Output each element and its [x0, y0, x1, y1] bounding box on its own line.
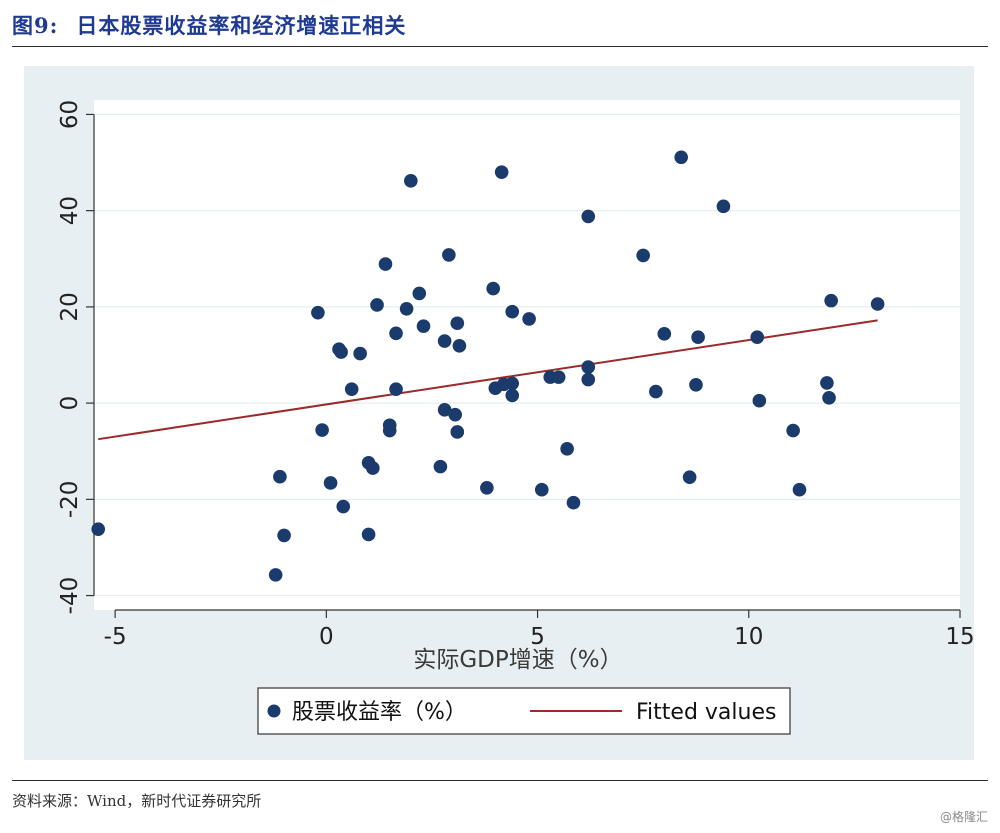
scatter-point	[336, 499, 351, 514]
scatter-point	[649, 384, 663, 399]
legend-marker-scatter	[267, 704, 281, 718]
scatter-point	[505, 388, 520, 403]
scatter-point	[450, 425, 465, 439]
x-axis-title: 实际GDP增速（%）	[413, 647, 622, 673]
scatter-point	[412, 286, 427, 301]
scatter-point	[636, 248, 650, 263]
figure-label: 图9:	[12, 13, 59, 38]
figure-title-text: 日本股票收益率和经济增速正相关	[76, 13, 407, 38]
scatter-point	[311, 305, 325, 320]
x-tick-label: 0	[319, 624, 334, 650]
scatter-point	[752, 393, 767, 408]
scatter-point	[452, 339, 467, 353]
scatter-point	[323, 476, 338, 490]
scatter-point	[792, 482, 807, 497]
scatter-point	[581, 209, 596, 224]
scatter-point	[437, 334, 452, 348]
axes	[86, 113, 961, 618]
y-tick-label: -40	[57, 577, 83, 615]
scatter-point	[448, 407, 462, 422]
scatter-point	[416, 319, 431, 333]
scatter-point	[361, 527, 376, 542]
y-tick-label: 20	[57, 292, 83, 321]
scatter-point	[824, 293, 838, 308]
scatter-point	[581, 372, 596, 387]
scatter-point	[822, 391, 836, 405]
scatter-point	[389, 326, 403, 341]
scatter-point	[399, 302, 414, 316]
scatter-point	[566, 495, 581, 510]
grid-lines	[94, 113, 960, 597]
scatter-point	[480, 480, 494, 495]
scatter-point	[442, 248, 456, 262]
scatter-point	[786, 423, 800, 438]
scatter-point	[716, 199, 731, 214]
figure-title: 图9: 日本股票收益率和经济增速正相关	[12, 10, 406, 42]
legend-label-fit: Fitted values	[636, 700, 776, 725]
fitted-line	[98, 319, 878, 441]
fitted-line-layer	[98, 319, 878, 441]
scatter-point	[370, 298, 384, 312]
top-divider	[12, 46, 988, 47]
scatter-point	[450, 316, 465, 331]
scatter-point	[433, 459, 448, 474]
x-tick-label: 5	[530, 624, 545, 650]
scatter-point	[689, 378, 703, 392]
scatter-point	[315, 423, 329, 437]
scatter-point	[268, 568, 283, 582]
scatter-point	[534, 482, 549, 497]
x-tick-label: -5	[104, 624, 127, 650]
source-note: 资料来源：Wind，新时代证券研究所	[12, 792, 262, 810]
scatter-point	[560, 442, 574, 456]
scatter-chart: -40 -20 0 20 40 60 -5 0 5 10 15 实际GDP增速（%） 股票收益率（%…	[57, 100, 974, 735]
scatter-point	[334, 345, 348, 359]
scatter-point	[486, 281, 501, 296]
y-tick-label: 0	[57, 396, 83, 411]
scatter-point	[378, 257, 393, 271]
scatter-point	[870, 297, 885, 311]
scatter-point	[389, 382, 403, 396]
x-tick-label: 10	[734, 624, 763, 650]
scatter-point	[691, 330, 705, 344]
legend-label-scatter: 股票收益率（%）	[292, 700, 467, 725]
legend: 股票收益率（%） Fitted values	[257, 687, 791, 735]
scatter-point	[522, 312, 536, 326]
scatter-point	[820, 376, 834, 390]
scatter-point	[674, 150, 688, 165]
scatter-point	[404, 174, 418, 188]
y-tick-label: -20	[57, 481, 83, 519]
y-tick-label: 40	[57, 196, 83, 225]
scatter-point	[494, 165, 509, 179]
scatter-point	[682, 470, 697, 485]
scatter-points	[91, 150, 885, 582]
tick-labels: -40 -20 0 20 40 60 -5 0 5 10 15	[57, 100, 974, 650]
plot-area	[94, 100, 960, 610]
scatter-point	[750, 330, 765, 344]
scatter-point	[344, 382, 359, 396]
watermark: @格隆汇	[939, 810, 988, 824]
scatter-point	[505, 376, 520, 391]
scatter-point	[273, 469, 287, 484]
scatter-point	[277, 528, 291, 543]
scatter-point	[657, 327, 672, 341]
scatter-point	[91, 522, 106, 536]
scatter-point	[366, 461, 380, 475]
scatter-point	[505, 304, 520, 319]
scatter-point	[551, 370, 566, 384]
x-tick-label: 15	[945, 624, 974, 650]
bottom-divider	[12, 780, 988, 781]
scatter-point	[581, 360, 596, 374]
scatter-point	[437, 403, 452, 417]
y-tick-label: 60	[57, 100, 83, 129]
scatter-point	[382, 418, 397, 433]
legend-box	[257, 687, 791, 735]
chart-panel: -40 -20 0 20 40 60 -5 0 5 10 15 实际GDP增速（%） 股票收益率（%…	[24, 66, 974, 760]
scatter-point	[353, 346, 367, 361]
